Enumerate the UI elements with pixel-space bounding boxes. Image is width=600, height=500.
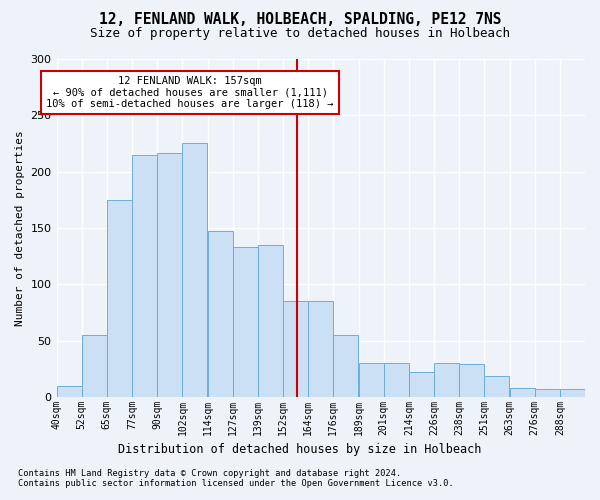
Bar [233, 247, 258, 397]
Text: 12, FENLAND WALK, HOLBEACH, SPALDING, PE12 7NS: 12, FENLAND WALK, HOLBEACH, SPALDING, PE… [99, 12, 501, 28]
Bar [334, 335, 358, 397]
Text: Size of property relative to detached houses in Holbeach: Size of property relative to detached ho… [90, 28, 510, 40]
Bar [509, 388, 535, 397]
Bar [56, 386, 82, 397]
Text: Contains HM Land Registry data © Crown copyright and database right 2024.: Contains HM Land Registry data © Crown c… [18, 468, 401, 477]
Bar [484, 376, 509, 397]
Text: Contains public sector information licensed under the Open Government Licence v3: Contains public sector information licen… [18, 478, 454, 488]
Bar [283, 301, 308, 397]
Bar [384, 363, 409, 397]
Bar [434, 363, 459, 397]
Bar [157, 152, 182, 397]
Bar [409, 372, 434, 397]
Bar [132, 155, 157, 397]
Text: 12 FENLAND WALK: 157sqm
← 90% of detached houses are smaller (1,111)
10% of semi: 12 FENLAND WALK: 157sqm ← 90% of detache… [46, 76, 334, 109]
Bar [258, 245, 283, 397]
Text: Distribution of detached houses by size in Holbeach: Distribution of detached houses by size … [118, 442, 482, 456]
Bar [107, 200, 132, 397]
Bar [359, 363, 383, 397]
Bar [208, 232, 233, 397]
Bar [182, 144, 208, 397]
Y-axis label: Number of detached properties: Number of detached properties [15, 130, 25, 326]
Bar [560, 389, 585, 397]
Bar [535, 389, 560, 397]
Bar [82, 335, 107, 397]
Bar [308, 301, 333, 397]
Bar [460, 364, 484, 397]
